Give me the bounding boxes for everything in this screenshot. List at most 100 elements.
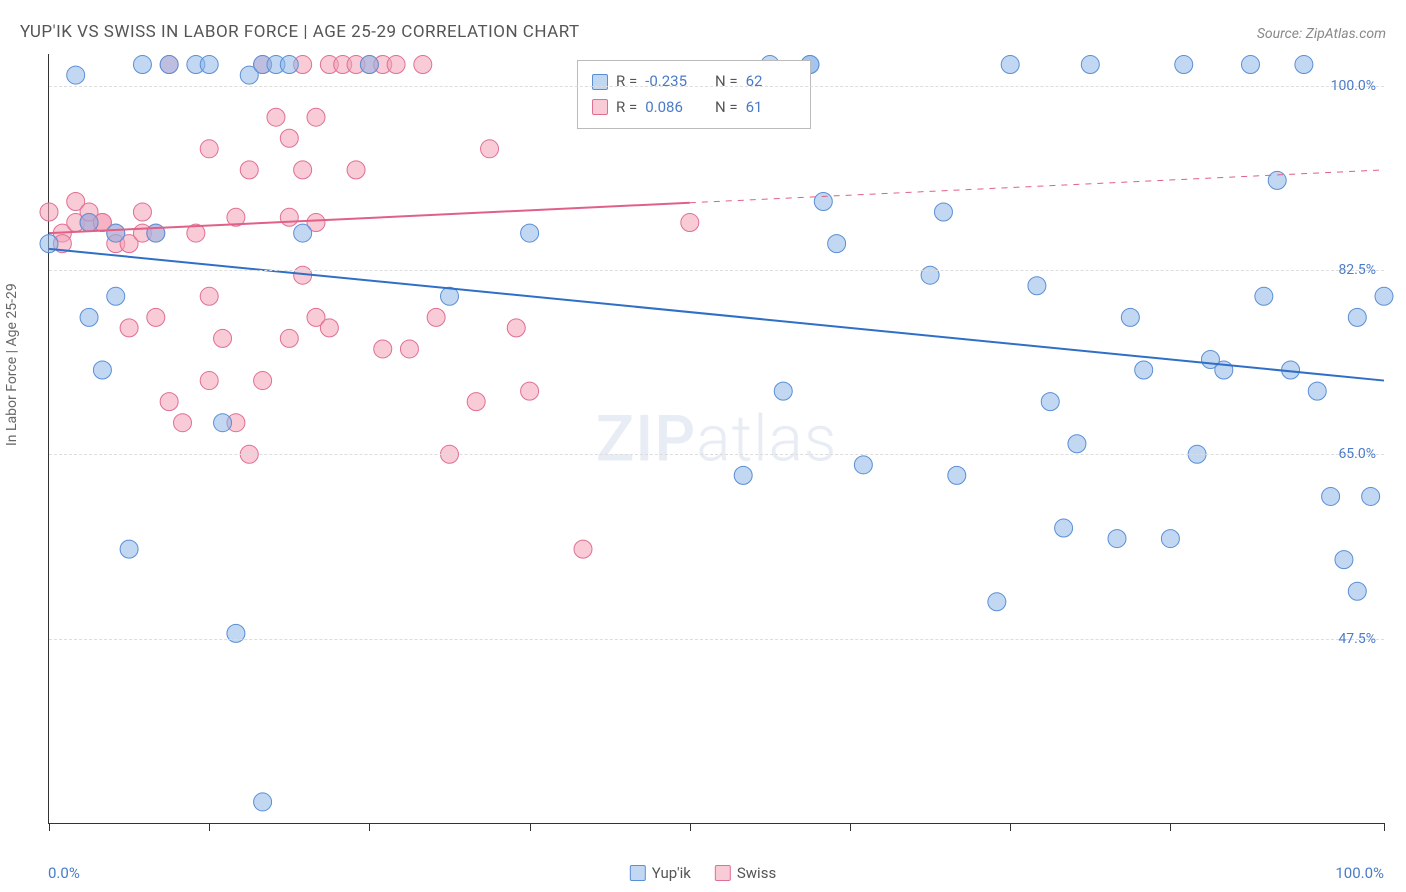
scatter-point: [1295, 56, 1313, 74]
legend-item-swiss: Swiss: [715, 864, 776, 882]
chart-title: YUP'IK VS SWISS IN LABOR FORCE | AGE 25-…: [20, 22, 580, 42]
swatch-yupik: [592, 74, 608, 90]
scatter-point: [1242, 56, 1260, 74]
scatter-point: [374, 340, 392, 358]
scatter-point: [254, 372, 272, 390]
scatter-point: [347, 161, 365, 179]
scatter-point: [1335, 551, 1353, 569]
grid-line: [49, 86, 1384, 87]
scatter-point: [227, 624, 245, 642]
r-value-yupik: -0.235: [645, 69, 695, 95]
trend-line: [49, 249, 1384, 381]
scatter-point: [107, 287, 125, 305]
scatter-point: [934, 203, 952, 221]
scatter-point: [147, 308, 165, 326]
scatter-point: [360, 56, 378, 74]
y-tick-label: 47.5%: [1338, 631, 1376, 647]
scatter-point: [294, 224, 312, 242]
scatter-point: [214, 329, 232, 347]
scatter-point: [200, 372, 218, 390]
scatter-point: [294, 161, 312, 179]
grid-line: [49, 270, 1384, 271]
scatter-point: [160, 56, 178, 74]
y-axis-title: In Labor Force | Age 25-29: [4, 283, 20, 446]
scatter-point: [80, 308, 98, 326]
scatter-point: [814, 192, 832, 210]
x-tick: [1170, 823, 1171, 831]
scatter-point: [574, 540, 592, 558]
scatter-point: [280, 56, 298, 74]
x-tick: [1384, 823, 1385, 831]
scatter-point: [320, 319, 338, 337]
x-tick: [49, 823, 50, 831]
scatter-point: [1028, 277, 1046, 295]
scatter-point: [1255, 287, 1273, 305]
scatter-point: [400, 340, 418, 358]
n-value-yupik: 62: [746, 69, 796, 95]
x-tick: [530, 823, 531, 831]
scatter-point: [828, 235, 846, 253]
scatter-point: [414, 56, 432, 74]
legend-label-yupik: Yup'ik: [652, 864, 691, 882]
stats-row-swiss: R = 0.086 N = 61: [592, 95, 796, 121]
legend-item-yupik: Yup'ik: [630, 864, 691, 882]
scatter-point: [681, 214, 699, 232]
scatter-point: [988, 593, 1006, 611]
scatter-point: [120, 319, 138, 337]
scatter-point: [93, 361, 111, 379]
scatter-point: [80, 214, 98, 232]
scatter-point: [1362, 487, 1380, 505]
scatter-point: [160, 393, 178, 411]
x-tick: [209, 823, 210, 831]
plot-area: ZIPatlas R = -0.235 N = 62 R = 0.086 N =…: [48, 54, 1384, 824]
grid-line: [49, 454, 1384, 455]
scatter-point: [267, 108, 285, 126]
scatter-point: [1268, 171, 1286, 189]
n-label: N =: [715, 69, 738, 95]
scatter-point: [1121, 308, 1139, 326]
scatter-point: [200, 56, 218, 74]
scatter-point: [280, 329, 298, 347]
scatter-point: [481, 140, 499, 158]
x-tick: [369, 823, 370, 831]
correlation-stats-box: R = -0.235 N = 62 R = 0.086 N = 61: [577, 60, 811, 129]
scatter-point: [1348, 582, 1366, 600]
scatter-point: [1001, 56, 1019, 74]
x-tick: [1010, 823, 1011, 831]
swatch-swiss: [592, 99, 608, 115]
scatter-point: [1135, 361, 1153, 379]
n-label: N =: [715, 95, 738, 121]
scatter-point: [200, 287, 218, 305]
scatter-point: [1055, 519, 1073, 537]
scatter-point: [214, 414, 232, 432]
x-axis-max-label: 100.0%: [1335, 864, 1384, 882]
r-label: R =: [616, 69, 637, 95]
x-tick: [690, 823, 691, 831]
scatter-point: [40, 203, 58, 221]
scatter-point: [240, 161, 258, 179]
scatter-point: [1308, 382, 1326, 400]
y-tick-label: 100.0%: [1331, 78, 1376, 94]
source-attribution: Source: ZipAtlas.com: [1257, 26, 1386, 42]
scatter-point: [67, 66, 85, 84]
scatter-point: [387, 56, 405, 74]
scatter-point: [280, 129, 298, 147]
scatter-point: [948, 466, 966, 484]
scatter-point: [254, 793, 272, 811]
legend-swatch-yupik: [630, 865, 646, 881]
scatter-point: [133, 56, 151, 74]
y-tick-label: 65.0%: [1338, 446, 1376, 462]
r-value-swiss: 0.086: [645, 95, 695, 121]
legend-swatch-swiss: [715, 865, 731, 881]
scatter-point: [174, 414, 192, 432]
scatter-plot-svg: [49, 54, 1384, 823]
series-legend: Yup'ik Swiss: [630, 864, 776, 882]
scatter-point: [854, 456, 872, 474]
scatter-point: [427, 308, 445, 326]
x-axis-min-label: 0.0%: [48, 864, 80, 882]
scatter-point: [107, 224, 125, 242]
r-label: R =: [616, 95, 637, 121]
scatter-point: [1375, 287, 1393, 305]
scatter-point: [1348, 308, 1366, 326]
scatter-point: [280, 208, 298, 226]
